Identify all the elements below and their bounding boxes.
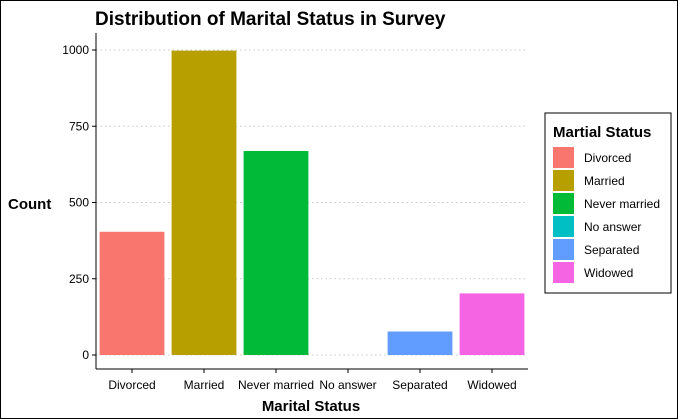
bar-widowed (459, 293, 525, 355)
legend-label: Widowed (584, 266, 633, 280)
x-tick-label: Married (184, 378, 225, 392)
bars (99, 50, 525, 356)
bar-divorced (99, 231, 165, 355)
legend-label: Separated (584, 243, 639, 257)
y-tick-label: 750 (69, 119, 89, 133)
legend-swatch (553, 262, 574, 283)
legend-title: Martial Status (553, 124, 651, 141)
legend-label: Divorced (584, 151, 631, 165)
axes: 0 250 500 750 1000 Divorced Married Never marri… (62, 33, 528, 392)
bar-never-married (243, 150, 309, 355)
x-tick-label: Widowed (467, 378, 516, 392)
grid-lines (96, 49, 528, 356)
y-tick-label: 250 (69, 272, 89, 286)
bar-separated (387, 331, 453, 355)
legend-swatch (553, 216, 574, 237)
legend-items: Divorced Married Never married No answer Sep… (553, 147, 660, 283)
legend-swatch (553, 170, 574, 191)
legend-swatch (553, 147, 574, 168)
x-tick-label: Divorced (108, 378, 155, 392)
y-tick-label: 0 (82, 348, 89, 362)
x-tick-label: Never married (238, 378, 314, 392)
legend-label: Never married (584, 197, 660, 211)
bar-married (171, 50, 237, 356)
x-tick-label: Separated (392, 378, 447, 392)
legend-swatch (553, 239, 574, 260)
chart-title: Distribution of Marital Status in Survey (95, 9, 446, 30)
y-tick-label: 500 (69, 196, 89, 210)
legend-swatch (553, 193, 574, 214)
x-tick-label: No answer (319, 378, 376, 392)
legend-label: Married (584, 174, 625, 188)
y-axis-title: Count (8, 196, 51, 213)
y-tick-label: 1000 (62, 43, 89, 57)
legend: Martial Status Divorced Married Never marr… (544, 112, 672, 294)
legend-label: No answer (584, 220, 641, 234)
x-axis-title: Marital Status (262, 398, 360, 415)
